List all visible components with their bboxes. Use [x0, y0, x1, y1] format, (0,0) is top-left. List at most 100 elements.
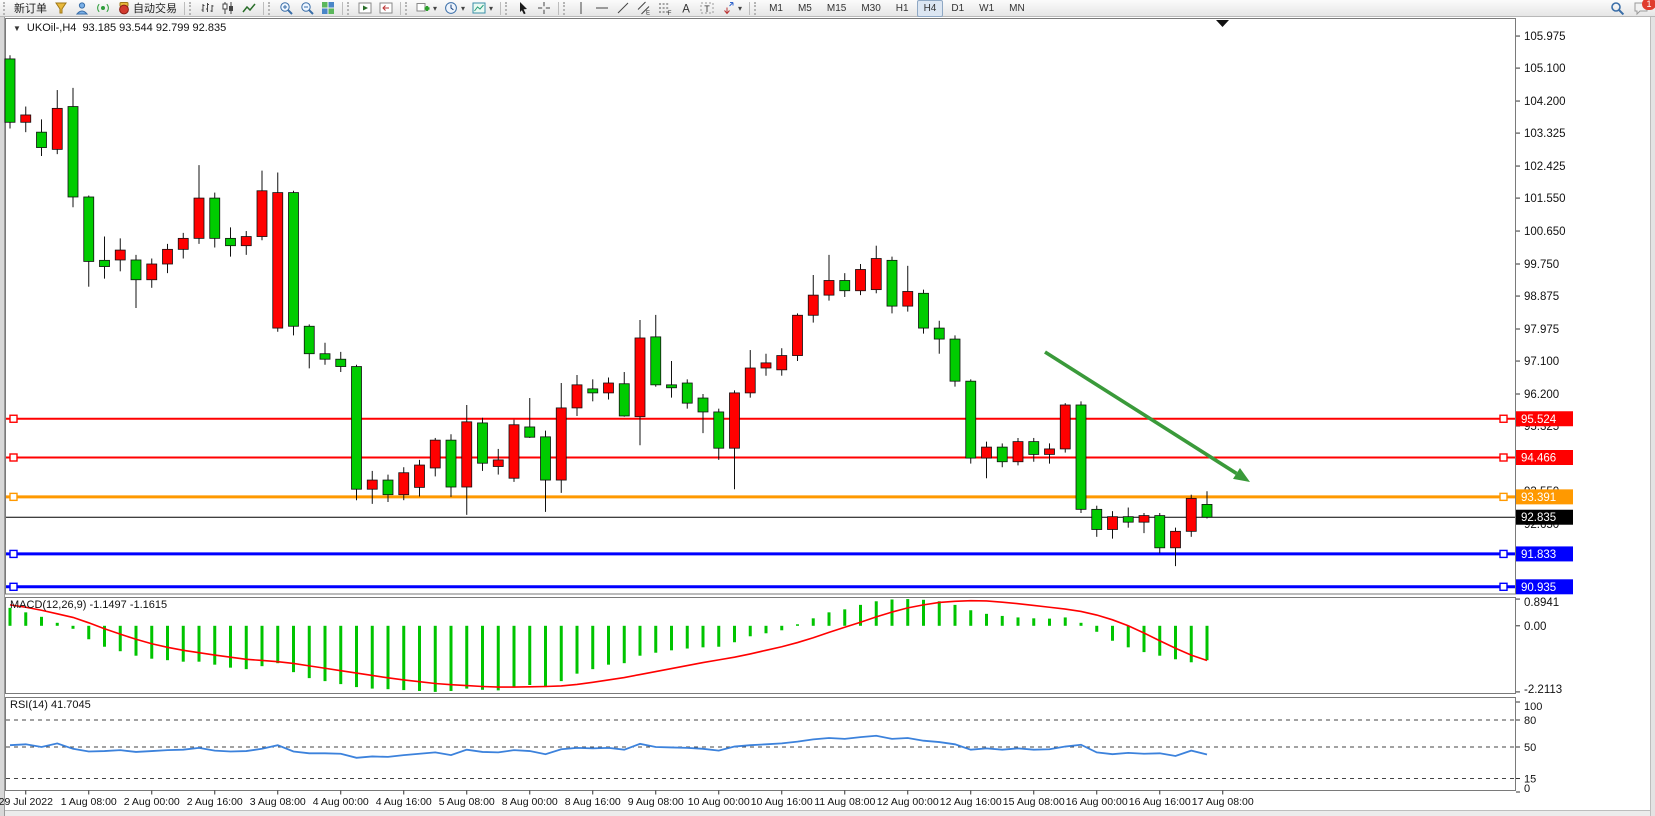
timeframe-button-h4[interactable]: H4	[916, 0, 944, 17]
hline-handle[interactable]	[1499, 453, 1508, 462]
chevron-down-icon[interactable]: ▾	[738, 3, 743, 13]
candle	[555, 383, 567, 493]
trendline-button[interactable]	[613, 0, 633, 17]
time-axis-label: 29 Jul 2022	[0, 796, 53, 808]
fibonacci-button[interactable]: F	[655, 0, 675, 17]
macd-panel[interactable]	[5, 597, 1516, 694]
chevron-down-icon[interactable]: ▾	[489, 3, 494, 13]
macd-bar	[1048, 618, 1051, 626]
chart-window-button[interactable]	[51, 0, 71, 17]
hline-handle[interactable]	[1499, 492, 1508, 502]
search-icon[interactable]	[1610, 1, 1625, 21]
shift-marker-icon[interactable]	[1216, 20, 1229, 27]
candle	[461, 404, 473, 515]
timeframe-button-mn[interactable]: MN	[1002, 0, 1032, 17]
new-chart-button[interactable]: ▾	[413, 0, 440, 17]
main-chart-panel[interactable]	[5, 18, 1516, 595]
hline-handle[interactable]	[9, 414, 18, 423]
macd-bar	[544, 625, 547, 688]
candle	[697, 394, 709, 434]
timeframe-label: W1	[979, 2, 995, 14]
bar-chart-button[interactable]	[197, 0, 217, 17]
macd-bar	[591, 625, 595, 670]
candle	[366, 470, 378, 504]
timeframe-button-m5[interactable]: M5	[791, 0, 819, 17]
price-axis-tick-label: 99.750	[1524, 259, 1559, 271]
timeframe-button-d1[interactable]: D1	[944, 0, 971, 17]
timeframe-label: M15	[826, 2, 847, 14]
macd-bar	[512, 625, 516, 688]
price-label-94.466	[1516, 449, 1573, 465]
crosshair-button[interactable]	[534, 0, 554, 17]
toolbar-separator	[400, 1, 401, 15]
chevron-down-icon[interactable]: ▾	[461, 3, 466, 13]
window-right-edge	[1650, 17, 1655, 816]
trend-arrow-head[interactable]	[1233, 467, 1250, 482]
label-button[interactable]: T	[697, 0, 717, 17]
time-axis-label: 4 Aug 00:00	[313, 796, 369, 808]
timeframe-button-w1[interactable]: W1	[972, 0, 1001, 17]
time-axis-label: 3 Aug 08:00	[250, 796, 306, 808]
macd-bar	[465, 625, 469, 689]
profile-button[interactable]	[72, 0, 92, 17]
candle	[886, 256, 898, 314]
macd-bar	[1126, 625, 1130, 648]
line-chart-button[interactable]	[239, 0, 259, 17]
candle	[776, 348, 788, 376]
notifications-button[interactable]: 1	[1633, 0, 1655, 21]
candle	[618, 372, 630, 417]
vertical-line-button[interactable]	[571, 0, 591, 17]
hline-handle[interactable]	[1499, 414, 1508, 423]
period-button[interactable]: ▾	[441, 0, 468, 17]
hline-handle[interactable]	[9, 582, 18, 592]
auto-scroll-icon	[358, 1, 372, 15]
hline-handle[interactable]	[1499, 582, 1508, 592]
price-label-90.935	[1516, 579, 1573, 595]
text-button[interactable]: A	[676, 0, 696, 17]
template-button[interactable]: ▾	[469, 0, 496, 17]
chart-shift-button[interactable]	[376, 0, 396, 17]
timeframe-button-m15[interactable]: M15	[820, 0, 853, 17]
hline-handle[interactable]	[9, 549, 18, 559]
macd-bar	[1189, 625, 1193, 663]
price-label-text: 95.524	[1521, 414, 1557, 426]
candlestick-button[interactable]	[218, 0, 238, 17]
candle	[477, 417, 488, 471]
arrows-button[interactable]: ▾	[718, 0, 745, 17]
macd-bar	[859, 604, 862, 626]
macd-axis-label: 0.00	[1524, 621, 1546, 633]
signals-button[interactable]	[93, 0, 113, 17]
new-order-button[interactable]: 新订单	[11, 0, 50, 17]
macd-bar	[87, 625, 91, 640]
candle	[162, 243, 173, 274]
cursor-button[interactable]	[513, 0, 533, 17]
channel-button[interactable]: E	[634, 0, 654, 17]
timeframe-button-m30[interactable]: M30	[854, 0, 887, 17]
chevron-down-icon[interactable]: ▾	[433, 3, 438, 13]
symbol-dropdown-icon[interactable]: ▼	[13, 23, 21, 33]
macd-bar	[922, 599, 925, 626]
horizontal-line-button[interactable]	[592, 0, 612, 17]
hline-handle[interactable]	[9, 492, 18, 502]
timeframe-button-m1[interactable]: M1	[762, 0, 790, 17]
hline-handle[interactable]	[9, 453, 18, 462]
trend-arrow[interactable]	[1044, 350, 1238, 475]
candle	[225, 227, 236, 257]
macd-bar	[874, 601, 878, 626]
price-label-text: 94.466	[1521, 452, 1556, 464]
toolbar-separator	[342, 1, 343, 15]
candle	[130, 254, 142, 308]
candle	[1091, 505, 1103, 537]
timeframe-button-h1[interactable]: H1	[889, 0, 916, 17]
tile-windows-button[interactable]	[318, 0, 338, 17]
chart-symbol-period: UKOil-,H4	[26, 22, 77, 34]
macd-bar	[607, 625, 610, 665]
time-axis-label: 10 Aug 00:00	[688, 796, 750, 808]
hline-handle[interactable]	[1499, 549, 1508, 559]
auto-scroll-button[interactable]	[355, 0, 375, 17]
zoom-in-button[interactable]	[276, 0, 296, 17]
autotrade-button[interactable]: 自动交易	[114, 0, 180, 17]
zoom-out-button[interactable]	[297, 0, 317, 17]
rsi-indicator-label: RSI(14) 41.7045	[10, 699, 91, 711]
